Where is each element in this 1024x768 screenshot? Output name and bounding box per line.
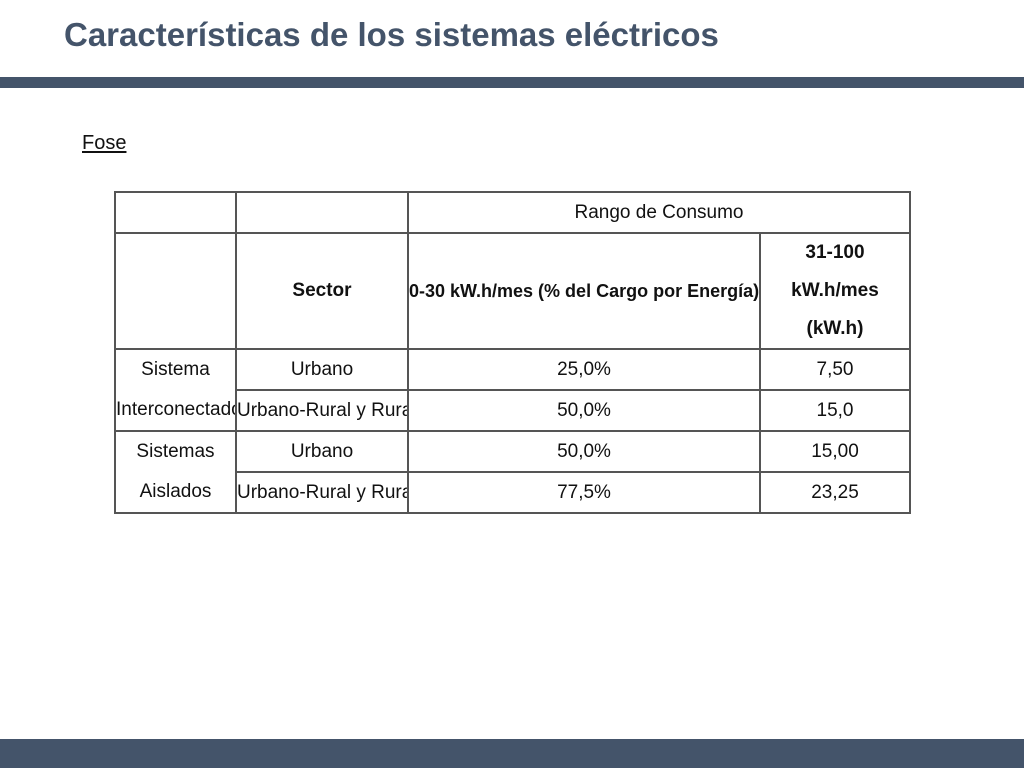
- header-row-range: Rango de Consumo: [114, 191, 911, 234]
- group-label-aislados: Sistemas Aislados: [114, 430, 237, 514]
- consumption-table-container: Rango de Consumo Sector 0-30 kW.h/mes (%…: [114, 191, 911, 514]
- col2-cell: 15,0: [759, 389, 911, 432]
- sector-cell: Urbano-Rural y Rural: [235, 471, 409, 514]
- header-range-label: Rango de Consumo: [407, 191, 911, 234]
- col2-cell: 23,25: [759, 471, 911, 514]
- sector-cell: Urbano: [235, 430, 409, 473]
- slide-subtitle: Fose: [82, 132, 127, 154]
- footer-bar: [0, 739, 1024, 768]
- header-col2-label: 31-100 kW.h/mes (kW.h): [759, 232, 911, 350]
- header-sector-label: Sector: [235, 232, 409, 350]
- col2-cell: 15,00: [759, 430, 911, 473]
- header-empty-cell: [114, 232, 237, 350]
- table-row: Sistemas Aislados Urbano 50,0% 15,00: [114, 430, 911, 514]
- group-label-interconectado: Sistema Interconectado: [114, 348, 237, 432]
- sector-cell: Urbano: [235, 348, 409, 391]
- col1-cell: 25,0%: [407, 348, 761, 391]
- sector-cell: Urbano-Rural y Rural: [235, 389, 409, 432]
- table-row: Urbano-Rural y Rural 50,0% 15,0: [115, 389, 911, 432]
- header-empty-cell: [114, 191, 237, 234]
- col1-cell: 50,0%: [407, 430, 761, 473]
- table-row: Urbano-Rural y Rural 77,5% 23,25: [115, 471, 911, 514]
- consumption-table: Rango de Consumo Sector 0-30 kW.h/mes (%…: [114, 191, 911, 514]
- col1-cell: 50,0%: [407, 389, 761, 432]
- header-row-columns: Sector 0-30 kW.h/mes (% del Cargo por En…: [114, 232, 911, 350]
- col1-cell: 77,5%: [407, 471, 761, 514]
- slide-title: Características de los sistemas eléctric…: [64, 16, 719, 53]
- title-underline-bar: [0, 77, 1024, 88]
- table-row: Sistema Interconectado Urbano 25,0% 7,50: [114, 348, 911, 432]
- header-empty-cell: [235, 191, 409, 234]
- col2-cell: 7,50: [759, 348, 911, 391]
- header-col1-label: 0-30 kW.h/mes (% del Cargo por Energía): [407, 232, 761, 350]
